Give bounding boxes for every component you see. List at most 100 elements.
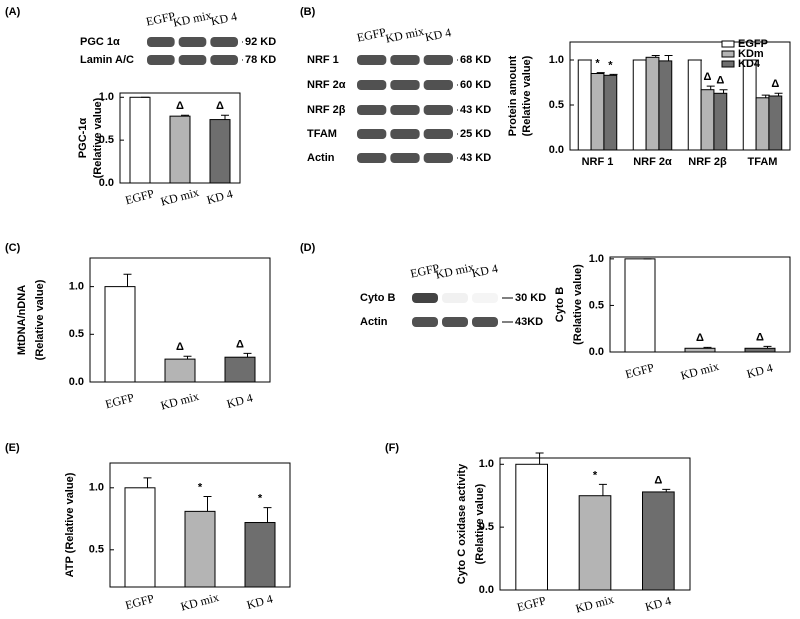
x-tick-label: KD 4	[225, 391, 254, 411]
band	[423, 80, 453, 90]
band	[472, 293, 498, 303]
y-axis-label: Protein amount	[507, 55, 519, 136]
row-label: PGC 1α	[80, 36, 120, 48]
panel-label: (B)	[300, 6, 316, 18]
band	[210, 37, 238, 47]
x-tick-label: EGFP	[515, 593, 547, 614]
y-tick-label: 0.5	[69, 328, 84, 340]
error-bar	[761, 94, 770, 98]
y-tick-label: 1.0	[89, 482, 104, 494]
significance-mark: Δ	[704, 71, 712, 83]
error-bar	[609, 73, 618, 76]
bar	[129, 96, 151, 184]
bar	[515, 463, 548, 591]
x-tick-label: KD mix	[159, 389, 200, 413]
error-bar	[203, 495, 212, 512]
band	[210, 55, 238, 65]
panel-label: (E)	[5, 442, 20, 454]
x-tick-label: KD 4	[643, 594, 672, 614]
bar	[169, 115, 191, 184]
band	[147, 37, 175, 47]
error-bar	[703, 346, 712, 349]
bar	[603, 74, 618, 151]
x-tick-label: EGFP	[104, 390, 136, 411]
band	[357, 105, 387, 115]
lane-label: KD 4	[210, 9, 239, 28]
lane-label: EGFP	[356, 25, 388, 45]
panel-label: (F)	[385, 442, 399, 454]
legend-label: EGFP	[738, 38, 768, 50]
lane-label: KD 4	[424, 25, 453, 44]
bar	[164, 358, 196, 383]
x-tick-label: TFAM	[748, 156, 778, 168]
row-label: NRF 2α	[307, 79, 346, 91]
row-label: Lamin A/C	[80, 54, 134, 66]
size-label: 43 KD	[460, 104, 491, 116]
size-label: 43 KD	[460, 152, 491, 164]
legend-label: KD4	[738, 58, 761, 70]
band	[357, 55, 387, 65]
significance-mark: Δ	[771, 78, 779, 90]
x-tick-label: KD mix	[574, 592, 615, 616]
lane-label: KD mix	[384, 24, 425, 46]
bar	[700, 89, 715, 151]
significance-mark: Δ	[696, 332, 704, 344]
size-label: 60 KD	[460, 79, 491, 91]
y-axis-label: (Relative value)	[572, 264, 584, 345]
lane-label: EGFP	[145, 9, 177, 29]
error-bar	[706, 85, 715, 90]
bar	[713, 92, 728, 151]
error-bar	[123, 273, 132, 287]
x-tick-label: NRF 1	[582, 156, 614, 168]
y-tick-label: 1.0	[549, 54, 564, 66]
error-bar	[183, 355, 192, 360]
size-label: 92 KD	[245, 36, 276, 48]
band	[357, 129, 387, 139]
size-label: 25 KD	[460, 128, 491, 140]
error-bar	[596, 72, 605, 74]
panel-label: (A)	[5, 6, 21, 18]
x-tick-label: NRF 2β	[688, 156, 727, 168]
significance-mark: Δ	[756, 331, 764, 343]
y-tick-label: 0.5	[89, 544, 104, 556]
bar	[224, 356, 256, 383]
band	[412, 317, 438, 327]
x-tick-label: KD mix	[679, 359, 720, 383]
row-label: Actin	[360, 316, 388, 328]
x-tick-label: KD mix	[179, 590, 220, 614]
size-label: 68 KD	[460, 54, 491, 66]
bar	[687, 59, 702, 151]
significance-mark: *	[608, 59, 613, 71]
bar	[124, 487, 156, 588]
band	[423, 105, 453, 115]
y-tick-label: 1.0	[589, 253, 604, 265]
y-tick-label: 0.5	[549, 99, 564, 111]
significance-mark: Δ	[176, 341, 184, 353]
x-tick-label: KD 4	[745, 361, 774, 381]
lane-label: KD 4	[470, 261, 499, 280]
band	[472, 317, 498, 327]
significance-mark: Δ	[236, 338, 244, 350]
band	[423, 129, 453, 139]
size-label: 30 KD	[515, 292, 546, 304]
x-tick-label: EGFP	[124, 591, 156, 612]
legend-swatch	[721, 60, 735, 68]
legend-swatch	[721, 50, 735, 58]
x-tick-label: EGFP	[624, 360, 656, 381]
size-label: 43KD	[515, 316, 543, 328]
bar	[642, 491, 675, 591]
error-bar	[763, 345, 772, 349]
error-bar	[243, 352, 252, 358]
y-tick-label: 0.5	[589, 299, 604, 311]
size-label: 78 KD	[245, 54, 276, 66]
error-bar	[774, 92, 783, 96]
significance-mark: *	[258, 493, 263, 505]
x-tick-label: KD 4	[245, 592, 274, 612]
bar	[684, 347, 716, 353]
band	[390, 105, 420, 115]
bar	[578, 495, 612, 591]
band	[357, 80, 387, 90]
band	[390, 55, 420, 65]
band	[178, 37, 207, 47]
